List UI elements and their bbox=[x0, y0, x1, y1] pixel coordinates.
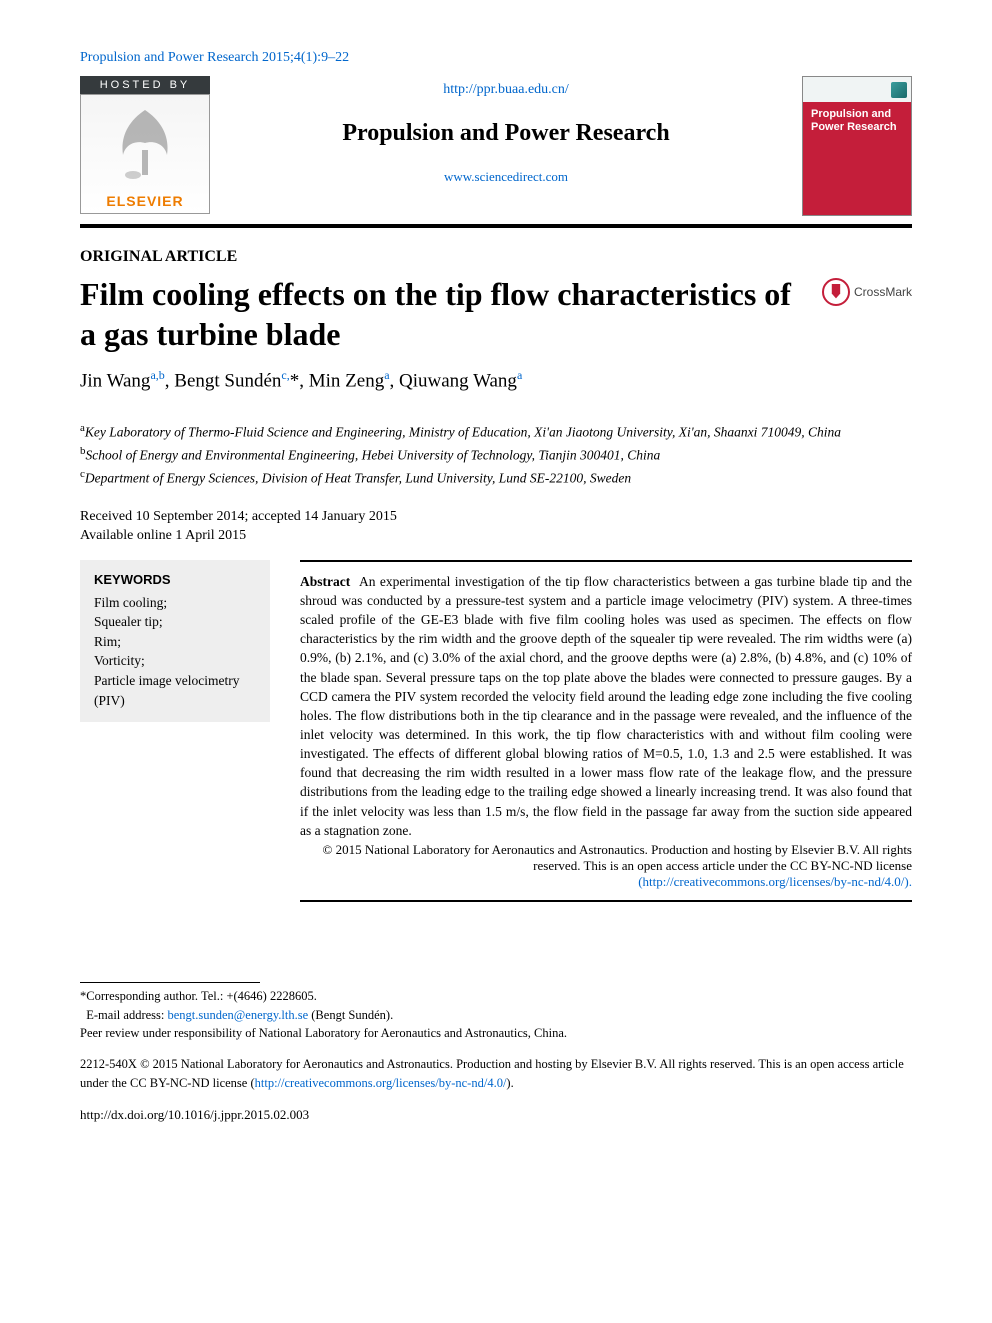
publisher-block: HOSTED BY ELSEVIER bbox=[80, 76, 210, 214]
affiliation-c: cDepartment of Energy Sciences, Division… bbox=[80, 466, 912, 489]
corresponding-line: *Corresponding author. Tel.: +(4646) 222… bbox=[80, 987, 912, 1006]
journal-cover[interactable]: Propulsion and Power Research bbox=[802, 76, 912, 216]
doi-line: http://dx.doi.org/10.1016/j.jppr.2015.02… bbox=[80, 1105, 912, 1125]
sep: , bbox=[390, 370, 400, 391]
author-1-aff[interactable]: a,b bbox=[150, 368, 164, 382]
email-link[interactable]: bengt.sunden@energy.lth.se bbox=[167, 1008, 308, 1022]
footer-divider bbox=[80, 982, 260, 983]
elsevier-logo[interactable]: ELSEVIER bbox=[80, 94, 210, 214]
affiliation-b: bSchool of Energy and Environmental Engi… bbox=[80, 443, 912, 466]
email-name: (Bengt Sundén). bbox=[308, 1008, 393, 1022]
keywords-heading: KEYWORDS bbox=[94, 572, 256, 587]
elsevier-wordmark: ELSEVIER bbox=[106, 193, 183, 209]
cover-top-strip bbox=[803, 77, 911, 102]
author-1: Jin Wang bbox=[80, 370, 150, 391]
header-middle: http://ppr.buaa.edu.cn/ Propulsion and P… bbox=[230, 76, 782, 185]
cover-title: Propulsion and Power Research bbox=[803, 102, 911, 140]
author-2-aff[interactable]: c, bbox=[281, 368, 289, 382]
sciencedirect-link[interactable]: www.sciencedirect.com bbox=[444, 169, 568, 185]
crossmark-badge[interactable]: CrossMark bbox=[822, 278, 912, 306]
cover-swirl-icon bbox=[891, 82, 907, 98]
license-link[interactable]: (http://creativecommons.org/licenses/by-… bbox=[638, 874, 912, 889]
citation-link[interactable]: Propulsion and Power Research 2015;4(1):… bbox=[80, 50, 912, 66]
title-row: Film cooling effects on the tip flow cha… bbox=[80, 274, 912, 354]
received-date: Received 10 September 2014; accepted 14 … bbox=[80, 507, 912, 527]
footer-block: *Corresponding author. Tel.: +(4646) 222… bbox=[80, 982, 912, 1124]
affiliation-a: aKey Laboratory of Thermo-Fluid Science … bbox=[80, 420, 912, 443]
online-date: Available online 1 April 2015 bbox=[80, 526, 912, 546]
affiliations-block: aKey Laboratory of Thermo-Fluid Science … bbox=[80, 420, 912, 488]
elsevier-tree-icon bbox=[105, 105, 185, 185]
corresponding-star: * bbox=[290, 370, 300, 391]
crossmark-icon bbox=[822, 278, 850, 306]
aff-a-text: Key Laboratory of Thermo-Fluid Science a… bbox=[85, 425, 841, 440]
author-2: Bengt Sundén bbox=[174, 370, 281, 391]
abstract-copyright: © 2015 National Laboratory for Aeronauti… bbox=[300, 842, 912, 890]
dates-block: Received 10 September 2014; accepted 14 … bbox=[80, 507, 912, 546]
abstract-text: Abstract An experimental investigation o… bbox=[300, 572, 912, 840]
aff-c-text: Department of Energy Sciences, Division … bbox=[85, 470, 631, 485]
sep: , bbox=[299, 370, 309, 391]
authors-line: Jin Wanga,b, Bengt Sundénc,*, Min Zeng a,… bbox=[80, 368, 912, 392]
keywords-box: KEYWORDS Film cooling; Squealer tip; Rim… bbox=[80, 560, 270, 722]
issn-block: 2212-540X © 2015 National Laboratory for… bbox=[80, 1055, 912, 1093]
abstract-label: Abstract bbox=[300, 574, 350, 589]
abstract-block: Abstract An experimental investigation o… bbox=[300, 560, 912, 902]
email-label: E-mail address: bbox=[86, 1008, 167, 1022]
sep: , bbox=[165, 370, 175, 391]
journal-header: HOSTED BY ELSEVIER http://ppr.buaa.edu.c… bbox=[80, 76, 912, 228]
article-type-label: ORIGINAL ARTICLE bbox=[80, 248, 912, 266]
author-3: Min Zeng bbox=[309, 370, 384, 391]
author-4-aff[interactable]: a bbox=[517, 368, 522, 382]
ppr-link[interactable]: http://ppr.buaa.edu.cn/ bbox=[443, 82, 569, 98]
journal-title: Propulsion and Power Research bbox=[342, 120, 669, 147]
author-4: Qiuwang Wang bbox=[399, 370, 517, 391]
email-line: E-mail address: bengt.sunden@energy.lth.… bbox=[80, 1006, 912, 1025]
copyright-text: © 2015 National Laboratory for Aeronauti… bbox=[323, 842, 913, 873]
hosted-by-label: HOSTED BY bbox=[80, 76, 210, 94]
corresponding-author: *Corresponding author. Tel.: +(4646) 222… bbox=[80, 987, 912, 1043]
abstract-body: An experimental investigation of the tip… bbox=[300, 574, 912, 838]
crossmark-label: CrossMark bbox=[854, 285, 912, 299]
issn-license-link[interactable]: http://creativecommons.org/licenses/by-n… bbox=[255, 1076, 507, 1090]
aff-b-text: School of Energy and Environmental Engin… bbox=[86, 448, 661, 463]
keywords-list: Film cooling; Squealer tip; Rim; Vortici… bbox=[94, 593, 256, 710]
abstract-row: KEYWORDS Film cooling; Squealer tip; Rim… bbox=[80, 560, 912, 902]
issn-tail: ). bbox=[506, 1076, 513, 1090]
article-title: Film cooling effects on the tip flow cha… bbox=[80, 274, 808, 354]
peer-review-line: Peer review under responsibility of Nati… bbox=[80, 1024, 912, 1043]
